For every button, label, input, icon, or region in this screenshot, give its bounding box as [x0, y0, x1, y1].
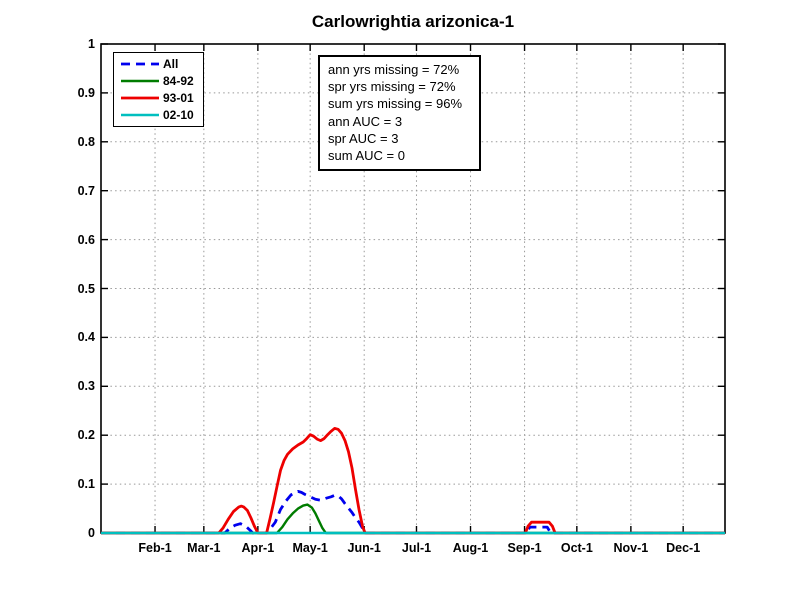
y-tick-label: 0	[88, 526, 95, 540]
annotation-line: ann AUC = 3	[328, 113, 403, 129]
y-tick-label: 0.1	[77, 477, 95, 492]
legend-item-label: 93-01	[163, 91, 194, 106]
legend-item-label: 84-92	[163, 73, 194, 88]
series-line-93-01	[101, 426, 725, 535]
x-tick-label: Jun-1	[347, 541, 381, 555]
x-tick-label: Apr-1	[241, 541, 275, 555]
stats-annotation-box: ann yrs missing = 72% spr yrs missing = 7…	[318, 55, 481, 172]
legend-line-sample	[121, 114, 159, 117]
legend-item-label: 02-10	[163, 108, 194, 123]
x-tick-label: Sep-1	[507, 541, 542, 555]
legend: All 84-92 93-01 02-10	[113, 52, 204, 127]
x-tick-label: Nov-1	[613, 541, 649, 555]
series-line-84-92	[101, 503, 725, 535]
annotation-line: sum yrs missing = 96%	[328, 96, 463, 112]
x-tick-label: Mar-1	[187, 541, 221, 555]
legend-line-sample	[121, 79, 159, 83]
legend-line-sample	[121, 96, 159, 100]
x-tick-label: Aug-1	[452, 541, 489, 555]
y-tick-label: 0.4	[77, 330, 95, 345]
x-tick-label: Jul-1	[401, 541, 432, 555]
y-tick-label: 0.9	[77, 85, 95, 100]
y-tick-label: 0.7	[77, 183, 95, 198]
y-tick-label: 1	[88, 37, 95, 51]
legend-item-label: All	[163, 56, 179, 71]
y-tick-label: 0.3	[77, 379, 95, 394]
chart-title: Carlowrightia arizonica-1	[311, 12, 515, 31]
legend-line-sample	[121, 62, 159, 66]
x-tick-label: May-1	[292, 541, 328, 555]
annotation-line: spr yrs missing = 72%	[328, 79, 456, 95]
x-tick-label: Feb-1	[138, 541, 172, 555]
annotation-line: spr AUC = 3	[328, 130, 399, 146]
legend-item-84-92: 84-92	[114, 72, 203, 89]
legend-item-02-10: 02-10	[114, 107, 203, 124]
annotation-line: ann yrs missing = 72%	[328, 62, 460, 77]
y-tick-label: 0.2	[77, 428, 95, 443]
x-tick-label: Oct-1	[560, 541, 593, 555]
legend-item-93-01: 93-01	[114, 90, 203, 107]
x-tick-label: Dec-1	[666, 541, 701, 555]
y-tick-label: 0.8	[77, 134, 95, 149]
y-tick-label: 0.6	[77, 232, 95, 247]
annotation-line: sum AUC = 0	[328, 148, 405, 164]
y-tick-label: 0.5	[77, 281, 95, 296]
legend-item-All: All	[114, 55, 203, 72]
